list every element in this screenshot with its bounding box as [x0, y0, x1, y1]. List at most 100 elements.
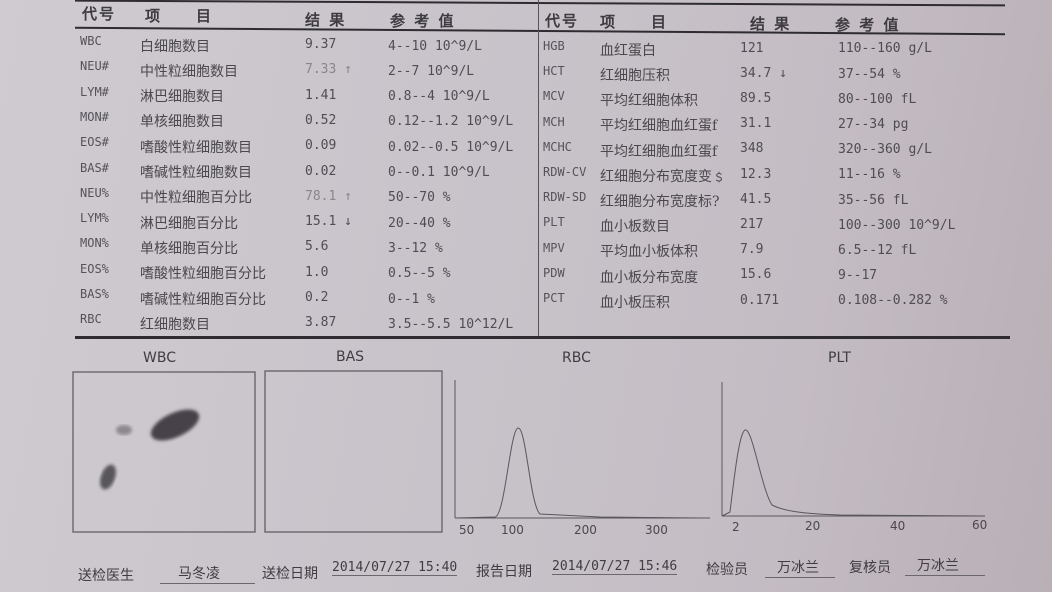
cell-ref: 0.12--1.2 10^9/L [388, 114, 514, 130]
cell-code: HGB [543, 39, 565, 53]
cell-code: RBC [80, 312, 102, 327]
wbc-scatter-box [72, 371, 256, 533]
cell-result: 5.6 [305, 239, 329, 255]
cell-item: 中性粒细胞数目 [140, 63, 238, 80]
cell-result: 9.37 [305, 37, 337, 52]
rbc-tick-300: 300 [645, 523, 668, 537]
cell-code: MON# [80, 109, 109, 124]
reviewer-value: 万冰兰 [905, 555, 985, 576]
tester-label: 检验员 [706, 562, 748, 578]
cell-item: 红细胞压积 [600, 68, 670, 84]
cell-ref: 2--7 10^9/L [388, 63, 475, 79]
cell-item: 平均血小板体积 [600, 244, 698, 261]
cell-ref: 110--160 g/L [838, 41, 932, 57]
cell-result: 15.6 [740, 267, 772, 283]
cell-item: 血小板数目 [600, 219, 670, 236]
cell-result: 217 [740, 217, 764, 232]
cell-code: EOS% [80, 261, 109, 276]
cell-item: 中性粒细胞百分比 [140, 190, 252, 207]
cell-item: 嗜酸性粒细胞百分比 [140, 266, 266, 283]
cell-ref: 6.5--12 fL [838, 243, 917, 258]
cell-ref: 80--100 fL [838, 91, 917, 107]
wbc-cluster-monocyte [116, 425, 132, 435]
plt-histogram [721, 382, 986, 517]
cell-ref: 4--10 10^9/L [388, 38, 482, 54]
cell-result: 0.02 [305, 163, 337, 179]
cell-result: 0.09 [305, 138, 337, 154]
cell-ref: 0.8--4 10^9/L [388, 89, 490, 105]
cell-code: RDW-CV [543, 165, 587, 179]
cell-code: LYM% [80, 211, 109, 226]
cell-result: 121 [740, 40, 764, 56]
header-reference-right: 参 考 值 [835, 16, 901, 34]
cell-ref: 320--360 g/L [838, 142, 932, 158]
cell-ref: 27--34 pg [838, 117, 909, 132]
cell-item: 白细胞数目 [140, 38, 210, 55]
cell-item: 嗜碱性粒细胞数目 [140, 165, 252, 181]
cell-code: MCV [543, 89, 565, 104]
cell-item: 单核细胞数目 [140, 114, 224, 131]
rbc-curve [454, 427, 701, 519]
plt-tick-20: 20 [805, 519, 821, 533]
header-item: 项 目 [145, 7, 214, 25]
cell-result: 78.1 ↑ [305, 188, 352, 204]
bas-plot-title: BAS [336, 349, 365, 365]
cell-ref: 37--54 % [838, 66, 901, 82]
cell-result: 1.0 [305, 264, 329, 280]
cell-result: 12.3 [740, 166, 772, 182]
cell-item: 红细胞分布宽度变﹩ [600, 168, 726, 185]
tester-value: 万冰兰 [765, 557, 835, 578]
header-result: 结 果 [305, 11, 347, 29]
cell-code: MCHC [543, 139, 572, 154]
report-date-label: 报告日期 [476, 564, 532, 580]
header-reference: 参 考 值 [390, 12, 456, 30]
plt-tick-2: 2 [732, 520, 740, 534]
report-date-value: 2014/07/27 15:46 [552, 559, 678, 575]
cell-result: 3.87 [305, 315, 337, 331]
cell-result: 348 [740, 141, 764, 157]
wbc-plot-title: WBC [143, 350, 176, 366]
rbc-plot-title: RBC [562, 350, 591, 366]
cell-result: 1.41 [305, 87, 337, 103]
cell-item: 红细胞分布宽度标? [600, 194, 720, 210]
cell-item: 平均红细胞体积 [600, 93, 698, 110]
cell-result: 0.52 [305, 112, 337, 128]
cell-ref: 0.5--5 % [388, 266, 451, 282]
cell-code: PDW [543, 265, 565, 280]
cell-code: EOS# [80, 135, 109, 150]
cell-item: 平均红细胞血红蛋f [600, 143, 718, 160]
rbc-tick-50: 50 [459, 523, 475, 537]
cell-ref: 35--56 fL [838, 192, 909, 208]
rbc-tick-200: 200 [574, 523, 597, 537]
cell-code: MPV [543, 240, 565, 255]
header-code: 代号 [82, 5, 117, 23]
cell-code: BAS% [80, 287, 109, 301]
cell-result: 7.9 [740, 242, 764, 258]
bas-scatter-box [264, 370, 443, 533]
cell-ref: 0--1 % [388, 291, 435, 307]
cell-item: 单核细胞百分比 [140, 240, 238, 257]
rbc-histogram [454, 380, 710, 519]
cell-code: NEU% [80, 185, 109, 200]
cell-ref: 0--0.1 10^9/L [388, 165, 490, 180]
cell-result: 0.2 [305, 290, 329, 305]
cell-item: 血小板压积 [600, 294, 670, 311]
rbc-tick-100: 100 [501, 523, 524, 537]
cell-ref: 100--300 10^9/L [838, 217, 956, 233]
cell-result: 7.33 ↑ [305, 62, 352, 78]
send-date-label: 送检日期 [262, 566, 318, 582]
cell-code: MCH [543, 114, 565, 129]
cell-code: MON% [80, 236, 109, 251]
cell-ref: 20--40 % [388, 215, 451, 231]
cell-code: HCT [543, 64, 565, 79]
cell-item: 淋巴细胞百分比 [140, 215, 238, 232]
doctor-label: 送检医生 [78, 568, 134, 584]
cell-code: NEU# [80, 59, 109, 74]
cell-ref: 11--16 % [838, 167, 901, 183]
wbc-cluster-lymphocyte [100, 464, 116, 490]
cell-item: 嗜酸性粒细胞数目 [140, 139, 252, 156]
plt-plot-title: PLT [828, 350, 851, 366]
cell-item: 血红蛋白 [600, 42, 656, 59]
